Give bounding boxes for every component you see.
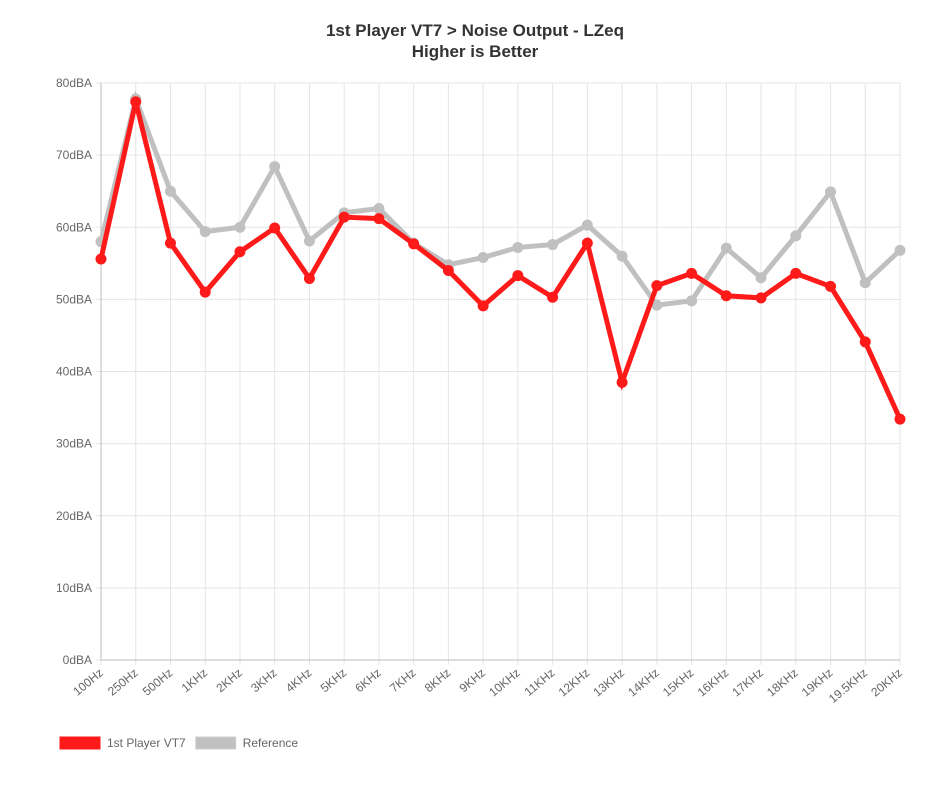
data-point-reference[interactable] — [547, 239, 559, 251]
x-tick-label: 8KHz — [422, 666, 453, 696]
y-tick-label: 60dBA — [56, 220, 92, 234]
legend: 1st Player VT7 Reference — [59, 736, 299, 750]
data-point-reference[interactable] — [164, 185, 176, 197]
data-point-reference[interactable] — [199, 226, 211, 238]
data-point-1st-player-vt7[interactable] — [790, 267, 802, 279]
x-tick-label: 16KHz — [695, 666, 732, 700]
data-point-reference[interactable] — [477, 252, 489, 264]
data-point-1st-player-vt7[interactable] — [616, 376, 628, 388]
x-tick-label: 18KHz — [764, 666, 801, 700]
x-tick-label: 4KHz — [283, 666, 314, 696]
legend-swatch-1st-player-vt7 — [59, 736, 101, 750]
x-tick-label: 5KHz — [318, 666, 349, 696]
y-tick-label: 30dBA — [56, 437, 92, 451]
x-tick-label: 100Hz — [70, 666, 106, 699]
data-point-1st-player-vt7[interactable] — [338, 211, 350, 223]
legend-swatch-reference — [195, 736, 237, 750]
data-point-1st-player-vt7[interactable] — [755, 292, 767, 304]
data-point-reference[interactable] — [303, 235, 315, 247]
x-tick-label: 7KHz — [387, 666, 418, 696]
y-tick-label: 70dBA — [56, 148, 92, 162]
data-point-reference[interactable] — [616, 250, 628, 262]
x-tick-label: 19.5KHz — [826, 666, 870, 706]
x-tick-label: 14KHz — [625, 666, 662, 700]
data-point-1st-player-vt7[interactable] — [234, 246, 246, 258]
legend-label-1st-player-vt7: 1st Player VT7 — [107, 736, 186, 750]
axes — [100, 83, 900, 661]
legend-item-reference[interactable]: Reference — [195, 736, 299, 750]
x-tick-label: 500Hz — [140, 666, 176, 699]
data-point-1st-player-vt7[interactable] — [373, 213, 385, 225]
series-line-reference — [98, 90, 902, 308]
x-tick-label: 13KHz — [590, 666, 627, 700]
chart-subtitle: Higher is Better — [412, 42, 539, 61]
x-tick-label: 3KHz — [248, 666, 279, 696]
data-point-1st-player-vt7[interactable] — [720, 290, 732, 302]
data-point-1st-player-vt7[interactable] — [442, 265, 454, 277]
x-tick-label: 2KHz — [213, 666, 244, 696]
data-point-1st-player-vt7[interactable] — [164, 237, 176, 249]
x-tick-label: 12KHz — [556, 666, 593, 700]
data-point-1st-player-vt7[interactable] — [894, 413, 906, 425]
series-1st-player-vt7 — [95, 96, 906, 425]
data-point-1st-player-vt7[interactable] — [859, 336, 871, 348]
data-point-reference[interactable] — [720, 242, 732, 254]
data-point-1st-player-vt7[interactable] — [408, 238, 420, 250]
data-point-reference[interactable] — [894, 244, 906, 256]
data-point-reference[interactable] — [825, 186, 837, 198]
x-tick-label: 17KHz — [729, 666, 766, 700]
data-point-1st-player-vt7[interactable] — [95, 253, 107, 265]
data-point-1st-player-vt7[interactable] — [477, 300, 489, 312]
legend-item-1st-player-vt7[interactable]: 1st Player VT7 — [59, 736, 186, 750]
data-point-reference[interactable] — [686, 295, 698, 307]
x-tick-label: 20KHz — [868, 666, 905, 700]
y-tick-label: 40dBA — [56, 365, 92, 379]
y-tick-label: 80dBA — [56, 76, 92, 90]
series-line-1st-player-vt7 — [98, 101, 903, 421]
chart-title: 1st Player VT7 > Noise Output - LZeq — [326, 21, 624, 40]
x-tick-label: 6KHz — [352, 666, 383, 696]
y-tick-label: 50dBA — [56, 292, 92, 306]
y-tick-label: 10dBA — [56, 581, 92, 595]
data-point-reference[interactable] — [859, 277, 871, 289]
data-point-1st-player-vt7[interactable] — [199, 286, 211, 298]
data-point-1st-player-vt7[interactable] — [581, 237, 593, 249]
data-point-1st-player-vt7[interactable] — [130, 96, 142, 108]
data-point-1st-player-vt7[interactable] — [686, 267, 698, 279]
series-layer — [95, 90, 906, 425]
data-point-1st-player-vt7[interactable] — [512, 270, 524, 282]
data-point-reference[interactable] — [373, 202, 385, 214]
data-point-reference[interactable] — [755, 272, 767, 284]
data-point-reference[interactable] — [790, 230, 802, 242]
data-point-1st-player-vt7[interactable] — [825, 280, 837, 292]
x-tick-label: 11KHz — [522, 666, 558, 699]
x-tick-label: 9KHz — [457, 666, 488, 696]
grid-lines — [96, 82, 901, 665]
data-point-1st-player-vt7[interactable] — [269, 222, 281, 234]
legend-label-reference: Reference — [243, 736, 299, 750]
data-point-1st-player-vt7[interactable] — [303, 272, 315, 284]
y-tick-label: 0dBA — [63, 653, 92, 667]
x-tick-label: 15KHz — [660, 666, 697, 700]
y-axis-ticks: 0dBA 10dBA 20dBA 30dBA 40dBA 50dBA 60dBA 70dBA 8… — [56, 76, 92, 667]
x-tick-label: 1KHz — [179, 666, 210, 696]
data-point-1st-player-vt7[interactable] — [547, 291, 559, 303]
x-axis-ticks: 100Hz 250Hz 500Hz 1KHz 2KHz 3KHz 4KHz 5KHz 6KHz 7… — [70, 666, 905, 706]
x-tick-label: 250Hz — [105, 666, 141, 699]
data-point-reference[interactable] — [234, 221, 246, 233]
data-point-reference[interactable] — [581, 219, 593, 231]
data-point-1st-player-vt7[interactable] — [651, 280, 663, 292]
y-tick-label: 20dBA — [56, 509, 92, 523]
data-point-reference[interactable] — [269, 161, 281, 173]
data-point-reference[interactable] — [512, 241, 524, 253]
x-tick-label: 10KHz — [486, 666, 523, 700]
